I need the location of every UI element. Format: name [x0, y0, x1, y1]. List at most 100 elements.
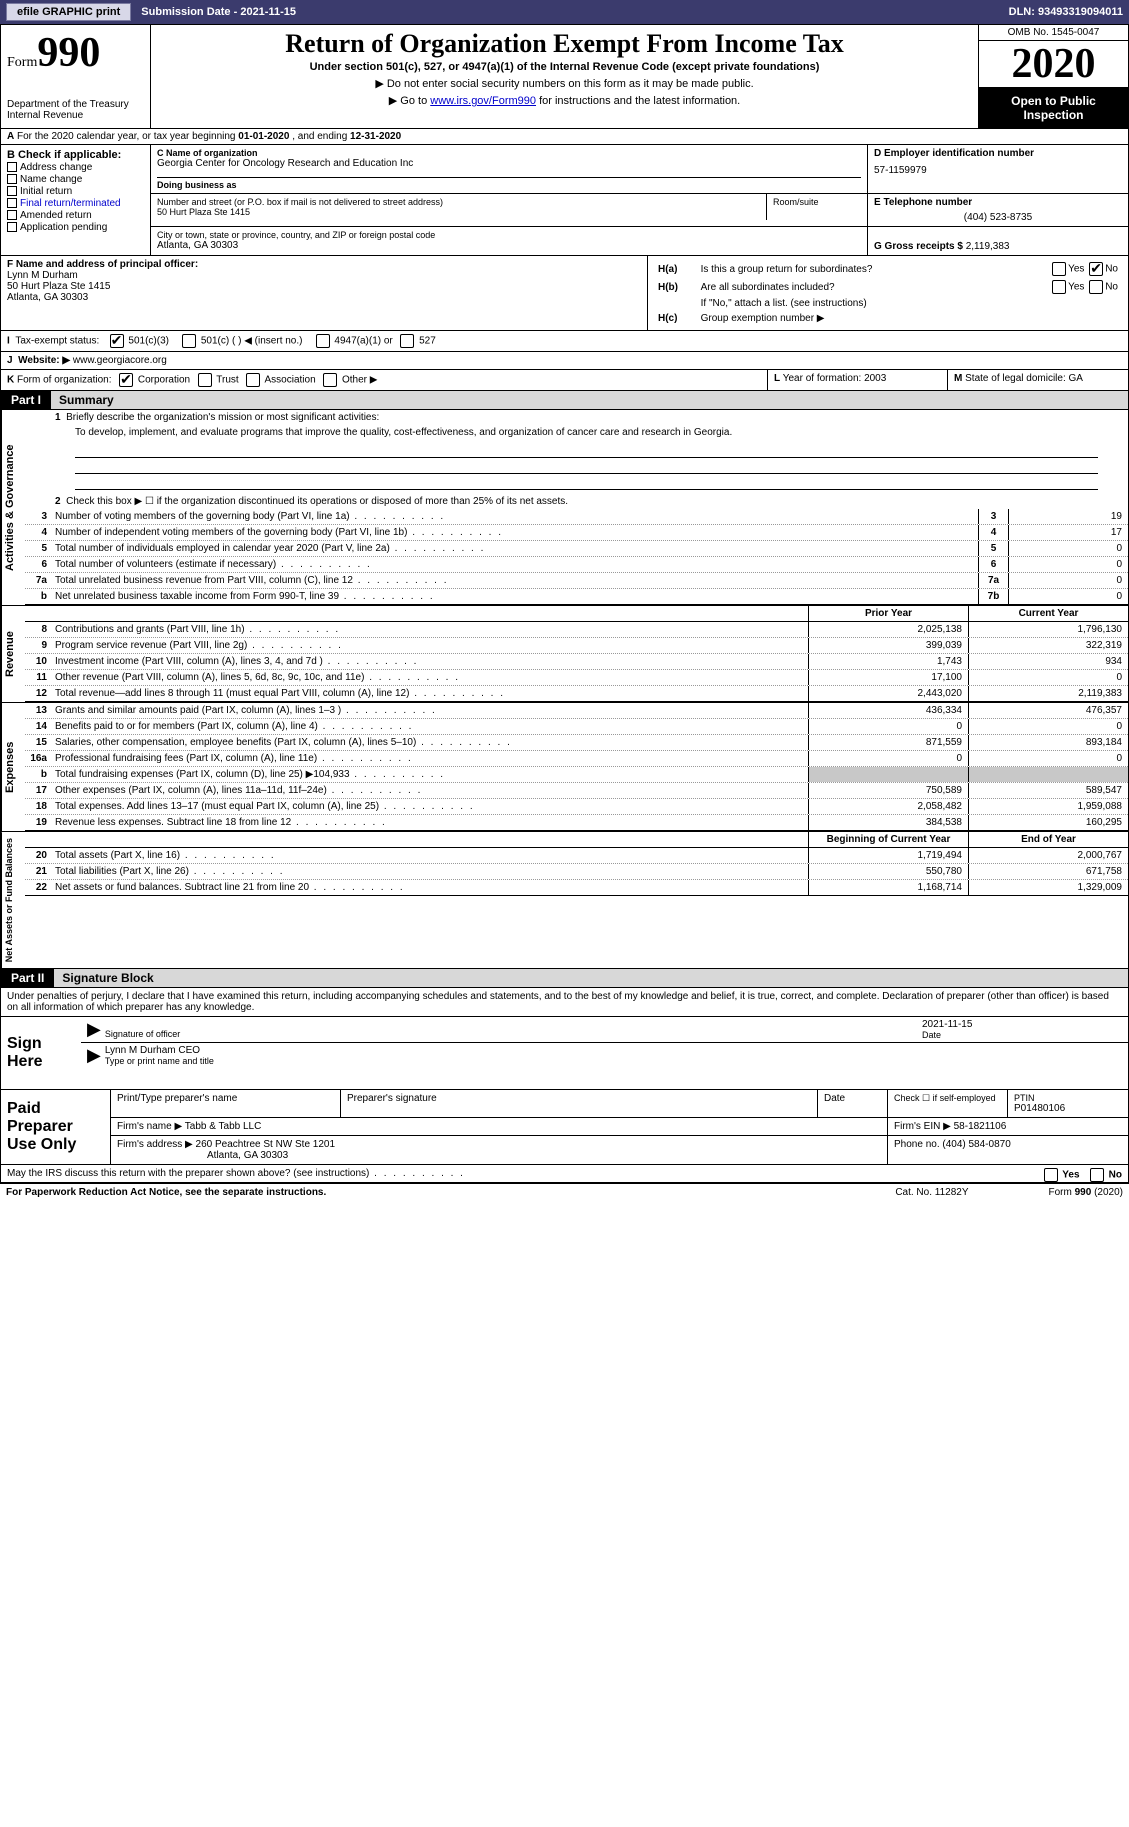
form-header: Form990 Department of the Treasury Inter…: [1, 25, 1128, 129]
chk-501c3[interactable]: [110, 334, 124, 348]
chk-corporation[interactable]: [119, 373, 133, 387]
group-return: H(a)Is this a group return for subordina…: [648, 256, 1128, 330]
line-12: 12 Total revenue—add lines 8 through 11 …: [25, 686, 1128, 702]
telephone: (404) 523-8735: [874, 212, 1122, 223]
chk-hb-yes[interactable]: [1052, 280, 1066, 294]
header-center: Return of Organization Exempt From Incom…: [151, 25, 978, 128]
sign-here-label: Sign Here: [1, 1017, 81, 1089]
chk-ha-no[interactable]: [1089, 262, 1103, 276]
gross-receipts-block: G Gross receipts $ 2,119,383: [868, 227, 1128, 255]
chk-discuss-no[interactable]: [1090, 1168, 1104, 1182]
firm-phone: (404) 584-0870: [942, 1139, 1010, 1150]
line-11: 11 Other revenue (Part VIII, column (A),…: [25, 670, 1128, 686]
line-19: 19 Revenue less expenses. Subtract line …: [25, 815, 1128, 831]
chk-address-change[interactable]: Address change: [7, 162, 144, 173]
chk-name-change[interactable]: Name change: [7, 174, 144, 185]
form-note-ssn: Do not enter social security numbers on …: [159, 77, 970, 90]
part1-revenue: Revenue Prior Year Current Year 8 Contri…: [1, 605, 1128, 702]
chk-527[interactable]: [400, 334, 414, 348]
open-to-public: Open to Public Inspection: [979, 88, 1128, 128]
irs-link[interactable]: www.irs.gov/Form990: [430, 95, 536, 107]
row-k-l-m: K Form of organization: Corporation Trus…: [1, 370, 1128, 391]
chk-other[interactable]: [323, 373, 337, 387]
form-note-link: Go to www.irs.gov/Form990 for instructio…: [159, 94, 970, 107]
org-name-block: C Name of organization Georgia Center fo…: [151, 145, 868, 193]
name-arrow-icon: ▶: [87, 1045, 101, 1066]
part1-expenses: Expenses 13 Grants and similar amounts p…: [1, 702, 1128, 831]
part2-header: Part II Signature Block: [1, 969, 1128, 988]
discuss-row: May the IRS discuss this return with the…: [1, 1165, 1128, 1183]
part1-governance: Activities & Governance 1 Briefly descri…: [1, 410, 1128, 605]
ein: 57-1159979: [874, 165, 1122, 176]
efile-print-button[interactable]: efile GRAPHIC print: [6, 3, 131, 21]
line-22: 22 Net assets or fund balances. Subtract…: [25, 880, 1128, 896]
line-8: 8 Contributions and grants (Part VIII, l…: [25, 622, 1128, 638]
line-20: 20 Total assets (Part X, line 16) 1,719,…: [25, 848, 1128, 864]
line-17: 17 Other expenses (Part IX, column (A), …: [25, 783, 1128, 799]
line-9: 9 Program service revenue (Part VIII, li…: [25, 638, 1128, 654]
chk-4947[interactable]: [316, 334, 330, 348]
form-990: Form990 Department of the Treasury Inter…: [0, 24, 1129, 1184]
gross-receipts: 2,119,383: [966, 241, 1010, 252]
chk-application-pending[interactable]: Application pending: [7, 222, 144, 233]
chk-initial-return[interactable]: Initial return: [7, 186, 144, 197]
gov-line-7a: 7a Total unrelated business revenue from…: [25, 573, 1128, 589]
gov-line-4: 4 Number of independent voting members o…: [25, 525, 1128, 541]
submission-date-label: Submission Date - 2021-11-15: [141, 6, 296, 18]
chk-hb-no[interactable]: [1089, 280, 1103, 294]
city-state-zip: Atlanta, GA 30303: [157, 240, 861, 251]
section-f-h: F Name and address of principal officer:…: [1, 256, 1128, 331]
ein-block: D Employer identification number 57-1159…: [868, 145, 1128, 193]
paid-preparer: Paid Preparer Use Only Print/Type prepar…: [1, 1090, 1128, 1165]
firm-ein: 58-1821106: [954, 1121, 1007, 1132]
line-14: 14 Benefits paid to or for members (Part…: [25, 719, 1128, 735]
form-990-logo: Form990: [7, 29, 144, 77]
street-address: 50 Hurt Plaza Ste 1415: [157, 207, 760, 217]
website-url: www.georgiacore.org: [73, 355, 167, 366]
firm-address: 260 Peachtree St NW Ste 1201: [196, 1139, 336, 1150]
omb-number: OMB No. 1545-0047: [979, 25, 1128, 41]
chk-final-return[interactable]: Final return/terminated: [7, 198, 144, 209]
form-subtitle: Under section 501(c), 527, or 4947(a)(1)…: [159, 61, 970, 73]
gov-line-5: 5 Total number of individuals employed i…: [25, 541, 1128, 557]
year-formation: 2003: [864, 373, 886, 384]
net-header-row: Beginning of Current Year End of Year: [25, 832, 1128, 848]
city-block: City or town, state or province, country…: [151, 227, 868, 255]
chk-ha-yes[interactable]: [1052, 262, 1066, 276]
dept-treasury: Department of the Treasury Internal Reve…: [7, 99, 144, 121]
line-15: 15 Salaries, other compensation, employe…: [25, 735, 1128, 751]
chk-discuss-yes[interactable]: [1044, 1168, 1058, 1182]
principal-officer: F Name and address of principal officer:…: [1, 256, 648, 330]
header-left: Form990 Department of the Treasury Inter…: [1, 25, 151, 128]
telephone-block: E Telephone number (404) 523-8735: [868, 194, 1128, 226]
col-b-checkboxes: B Check if applicable: Address change Na…: [1, 145, 151, 255]
chk-501c[interactable]: [182, 334, 196, 348]
address-block: Number and street (or P.O. box if mail i…: [151, 194, 868, 226]
vtab-governance: Activities & Governance: [1, 410, 25, 605]
line-21: 21 Total liabilities (Part X, line 26) 5…: [25, 864, 1128, 880]
state-domicile: GA: [1069, 373, 1083, 384]
line-18: 18 Total expenses. Add lines 13–17 (must…: [25, 799, 1128, 815]
room-suite: Room/suite: [767, 194, 867, 220]
signature-date: 2021-11-15: [922, 1019, 1122, 1030]
section-b-thru-g: B Check if applicable: Address change Na…: [1, 145, 1128, 256]
toolbar: efile GRAPHIC print Submission Date - 20…: [0, 0, 1129, 24]
rev-header-row: Prior Year Current Year: [25, 606, 1128, 622]
chk-amended-return[interactable]: Amended return: [7, 210, 144, 221]
chk-trust[interactable]: [198, 373, 212, 387]
firm-name: Tabb & Tabb LLC: [185, 1121, 262, 1132]
dln: DLN: 93493319094011: [1009, 6, 1123, 18]
gov-line-6: 6 Total number of volunteers (estimate i…: [25, 557, 1128, 573]
chk-association[interactable]: [246, 373, 260, 387]
officer-name: Lynn M Durham: [7, 270, 641, 281]
row-j-website: J Website: ▶ www.georgiacore.org: [1, 352, 1128, 370]
page-footer: For Paperwork Reduction Act Notice, see …: [0, 1184, 1129, 1201]
line-16a: 16a Professional fundraising fees (Part …: [25, 751, 1128, 767]
ptin: P01480106: [1014, 1103, 1122, 1114]
gov-line-b: b Net unrelated business taxable income …: [25, 589, 1128, 605]
signature-arrow-icon: ▶: [87, 1019, 101, 1040]
line-10: 10 Investment income (Part VIII, column …: [25, 654, 1128, 670]
row-a-tax-year: A For the 2020 calendar year, or tax yea…: [1, 129, 1128, 145]
header-right: OMB No. 1545-0047 2020 Open to Public In…: [978, 25, 1128, 128]
row-i-tax-exempt: I Tax-exempt status: 501(c)(3) 501(c) ( …: [1, 331, 1128, 352]
